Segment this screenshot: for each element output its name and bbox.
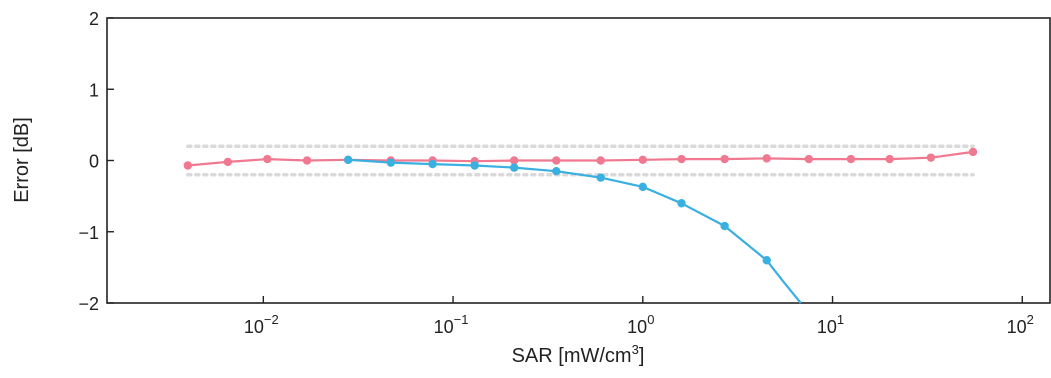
x-tick-base: 10 bbox=[627, 317, 647, 337]
series-2-point bbox=[509, 163, 519, 172]
series-1-point bbox=[509, 156, 519, 165]
y-tick-label: −1 bbox=[78, 223, 99, 243]
x-tick-exponent: −1 bbox=[454, 312, 469, 327]
x-tick-exponent: 1 bbox=[837, 312, 844, 327]
series-group bbox=[183, 147, 978, 304]
x-tick-label: 102 bbox=[1007, 312, 1034, 337]
series-2-point bbox=[638, 182, 648, 192]
series-1-point bbox=[885, 154, 894, 164]
series-2-point bbox=[343, 155, 353, 164]
series-1-point bbox=[804, 154, 814, 164]
series-tail-2 bbox=[765, 259, 802, 304]
y-tick-label: 1 bbox=[89, 80, 99, 100]
x-axis-title-end: ] bbox=[639, 345, 645, 367]
x-tick-exponent: 2 bbox=[1027, 312, 1034, 327]
x-axis-title-sup: 3 bbox=[632, 342, 639, 357]
series-2-point bbox=[386, 158, 396, 167]
series-1-point bbox=[263, 154, 272, 164]
x-axis: 10−2 10−1 100 101 102 bbox=[244, 296, 1034, 337]
x-tick-label: 10−2 bbox=[244, 312, 279, 337]
series-1-point bbox=[183, 161, 193, 170]
series-1-point bbox=[596, 156, 605, 165]
x-tick-base: 10 bbox=[817, 317, 837, 337]
series-1-point bbox=[968, 147, 978, 157]
series-1-point bbox=[552, 156, 561, 165]
series-1-point bbox=[926, 153, 936, 162]
series-2-point bbox=[677, 199, 686, 208]
series-2-point bbox=[596, 173, 605, 182]
y-axis-title: Error [dB] bbox=[11, 117, 33, 203]
series-line-1 bbox=[187, 150, 974, 167]
y-tick-label: −2 bbox=[78, 294, 99, 314]
series-2-point bbox=[720, 221, 729, 231]
series-2-point bbox=[762, 256, 771, 265]
y-tick-label: 2 bbox=[89, 9, 99, 29]
x-tick-label: 100 bbox=[627, 312, 654, 337]
x-tick-label: 10−1 bbox=[434, 312, 469, 337]
series-1-point bbox=[302, 156, 312, 165]
x-axis-title: SAR [mW/cm3] bbox=[512, 342, 645, 367]
series-1-point bbox=[720, 154, 729, 164]
series-1-point bbox=[638, 155, 648, 164]
series-2-point bbox=[428, 159, 437, 169]
x-tick-base: 10 bbox=[1007, 317, 1027, 337]
y-tick-label: 0 bbox=[89, 152, 99, 172]
series-1-point bbox=[762, 154, 771, 163]
x-tick-base: 10 bbox=[434, 317, 454, 337]
x-tick-exponent: −2 bbox=[264, 312, 279, 327]
series-1-point bbox=[677, 154, 686, 164]
x-tick-exponent: 0 bbox=[647, 312, 654, 327]
series-1-point bbox=[223, 157, 233, 167]
series-2-point bbox=[470, 161, 479, 170]
x-tick-label: 101 bbox=[817, 312, 844, 337]
x-axis-title-main: SAR [mW/cm bbox=[512, 345, 632, 367]
x-tick-base: 10 bbox=[244, 317, 264, 337]
series-2-point bbox=[552, 166, 561, 176]
y-axis: 2 1 0 −1 −2 bbox=[78, 9, 114, 314]
series-1-point bbox=[846, 154, 856, 164]
